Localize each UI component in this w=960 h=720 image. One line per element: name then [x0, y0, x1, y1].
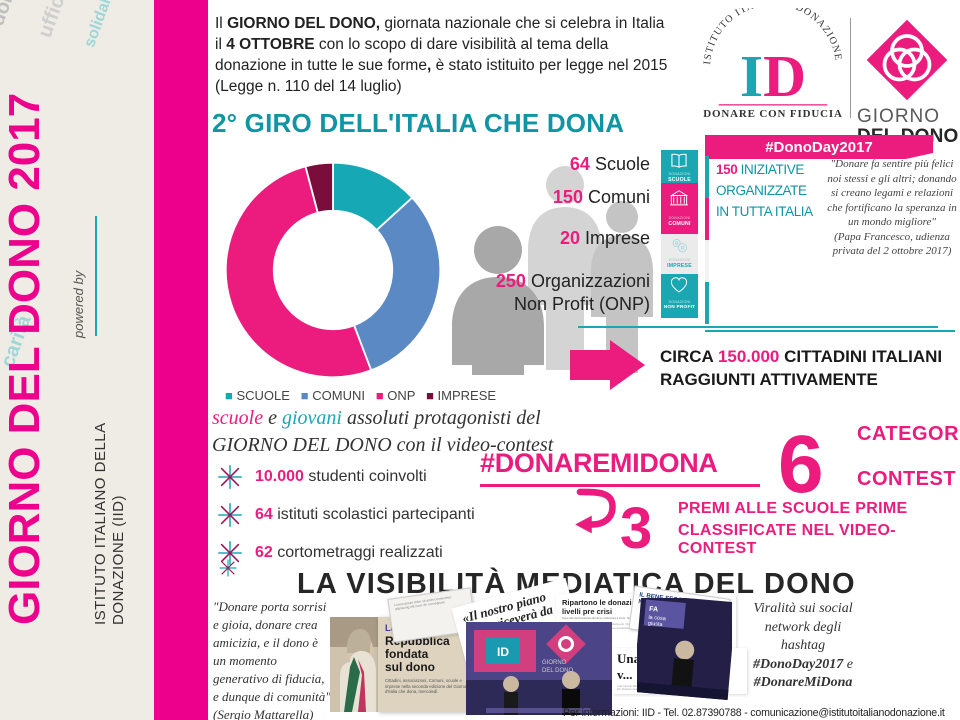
svg-text:GIORNO: GIORNO [542, 660, 567, 666]
svg-text:ID: ID [497, 645, 509, 659]
svg-text:ID: ID [740, 43, 806, 109]
svg-text:FA: FA [649, 606, 659, 614]
svg-text:DONARE CON FIDUCIA: DONARE CON FIDUCIA [703, 108, 843, 120]
